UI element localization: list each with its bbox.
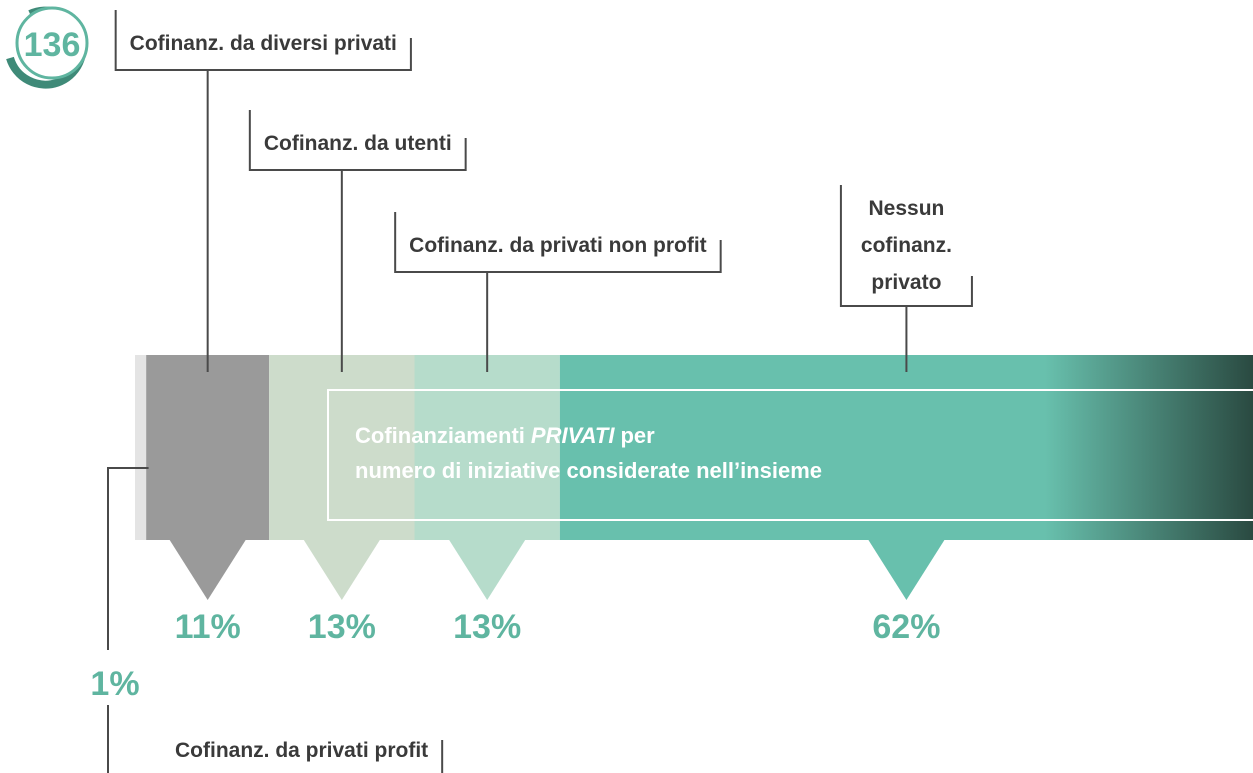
badge-circle <box>15 6 89 80</box>
value-label: 1% <box>90 665 139 703</box>
category-label: Nessun cofinanz. privato <box>861 197 952 294</box>
title-part: PRIVATI <box>531 423 615 448</box>
chart-title: Cofinanziamenti PRIVATI per <box>355 423 655 448</box>
bar-segment <box>414 355 560 540</box>
value-label: 13% <box>453 608 521 646</box>
value-label: 11% <box>175 608 241 646</box>
chart-title: numero di iniziative considerate nell’in… <box>355 458 822 483</box>
pointer <box>303 540 380 600</box>
label-line: privato <box>871 271 941 294</box>
category-label: Cofinanz. da diversi privati <box>130 32 397 55</box>
category-label: Cofinanz. da privati non profit <box>409 234 707 257</box>
category-label: Cofinanz. da privati profit <box>175 739 428 762</box>
bar-segment <box>559 355 1253 540</box>
title-box <box>327 389 1253 521</box>
label-bracket <box>394 212 722 273</box>
pointer <box>449 540 526 600</box>
label-line: Nessun <box>868 197 944 220</box>
pointer <box>169 540 246 600</box>
category-label: Cofinanz. da utenti <box>264 132 452 155</box>
bar-segment <box>269 355 415 540</box>
bar-segment <box>135 355 147 540</box>
label-bracket <box>114 10 412 71</box>
label-line: cofinanz. <box>861 234 952 257</box>
value-label: 13% <box>308 608 376 646</box>
title-part: per <box>620 423 655 448</box>
pointer <box>868 540 945 600</box>
page-number: 136 <box>24 26 81 64</box>
leader-line <box>107 467 149 650</box>
page-badge: 136 <box>6 6 89 89</box>
bar-segment <box>146 355 270 540</box>
value-label: 62% <box>872 608 940 646</box>
title-part: Cofinanziamenti <box>355 423 525 448</box>
label-bracket <box>248 110 467 171</box>
